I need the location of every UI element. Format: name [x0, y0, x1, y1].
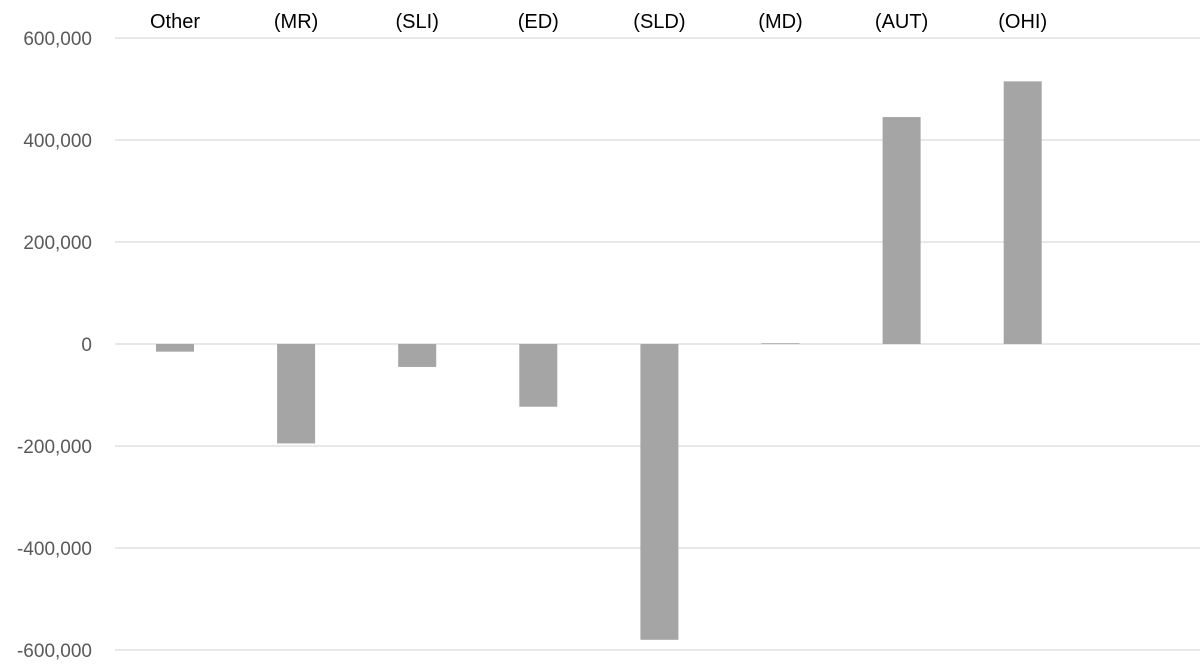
- bar: [277, 344, 316, 444]
- y-tick-label: 0: [81, 335, 92, 356]
- y-tick-label: 600,000: [23, 29, 92, 50]
- bar: [1003, 81, 1042, 344]
- bar: [398, 344, 437, 367]
- y-tick-label: 200,000: [23, 233, 92, 254]
- category-label: (MD): [758, 11, 802, 33]
- bar: [761, 343, 800, 344]
- y-tick-label: -400,000: [17, 539, 92, 560]
- category-label: (SLD): [633, 11, 685, 33]
- y-tick-label: -600,000: [17, 641, 92, 662]
- category-label: (ED): [518, 11, 559, 33]
- bar: [519, 344, 558, 407]
- category-labels: Other (MR) (SLI) (ED) (SLD) (MD) (AUT) (OHI): [150, 11, 1047, 33]
- category-label: (OHI): [998, 11, 1047, 33]
- y-axis-tick-labels: 600,000 400,000 200,000 0 -200,000 -400,000 -6…: [17, 29, 92, 662]
- bar: [640, 344, 679, 640]
- bars: [156, 81, 1042, 640]
- bar: [882, 117, 921, 344]
- category-label: Other: [150, 11, 200, 33]
- category-label: (SLI): [396, 11, 439, 33]
- category-label: (AUT): [875, 11, 928, 33]
- y-tick-label: 400,000: [23, 131, 92, 152]
- bar: [156, 344, 194, 352]
- category-label: (MR): [274, 11, 318, 33]
- y-tick-label: -200,000: [17, 437, 92, 458]
